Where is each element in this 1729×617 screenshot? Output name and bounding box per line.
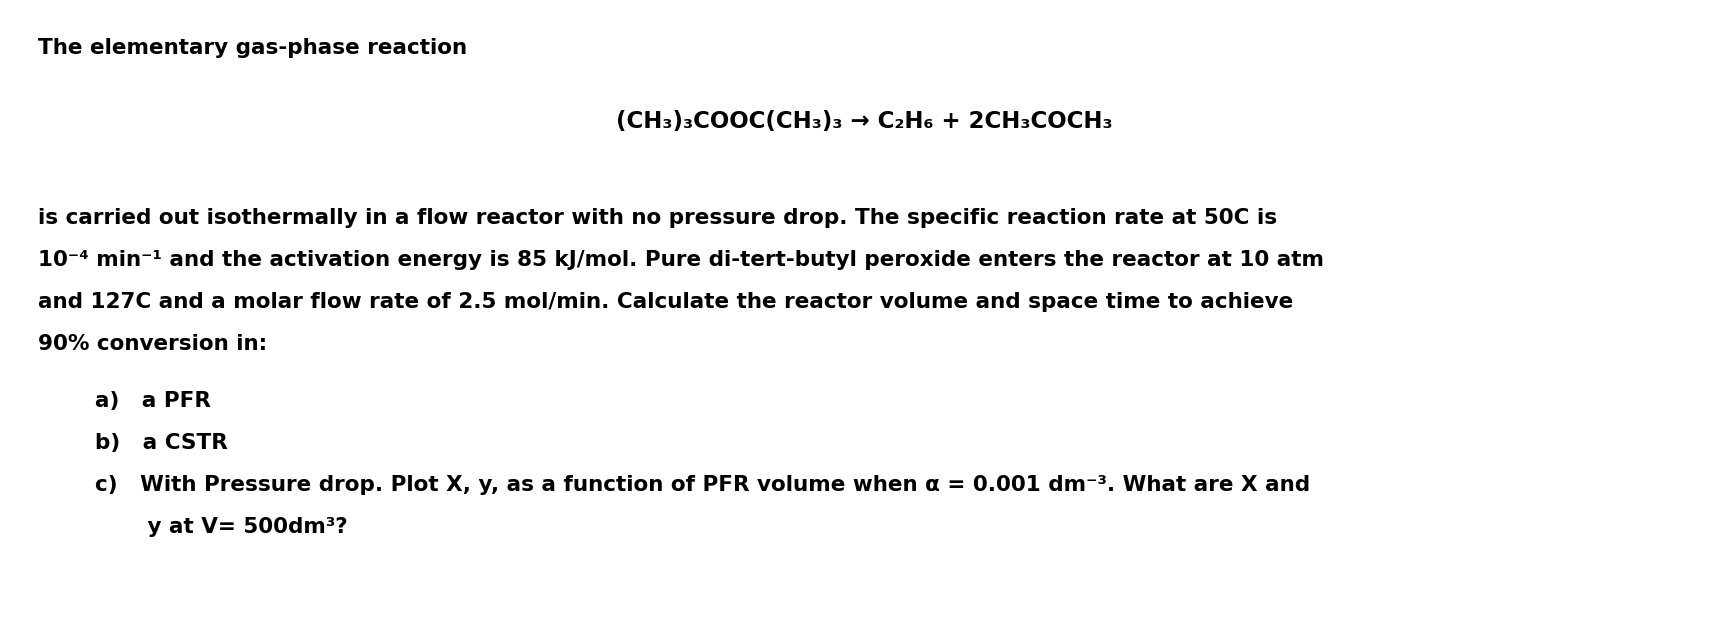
Text: y at V= 500dm³?: y at V= 500dm³? [95,516,348,537]
Text: a)   a PFR: a) a PFR [95,391,211,411]
Text: c)   With Pressure drop. Plot X, y, as a function of PFR volume when α = 0.001 d: c) With Pressure drop. Plot X, y, as a f… [95,474,1311,495]
Text: 90% conversion in:: 90% conversion in: [38,334,266,354]
Text: (CH₃)₃COOC(CH₃)₃ → C₂H₆ + 2CH₃COCH₃: (CH₃)₃COOC(CH₃)₃ → C₂H₆ + 2CH₃COCH₃ [616,110,1113,133]
Text: is carried out isothermally in a flow reactor with no pressure drop. The specifi: is carried out isothermally in a flow re… [38,208,1278,228]
Text: The elementary gas-phase reaction: The elementary gas-phase reaction [38,38,467,58]
Text: and 127C and a molar flow rate of 2.5 mol/min. Calculate the reactor volume and : and 127C and a molar flow rate of 2.5 mo… [38,292,1293,312]
Text: b)   a CSTR: b) a CSTR [95,433,228,453]
Text: 10⁻⁴ min⁻¹ and the activation energy is 85 kJ/mol. Pure di-tert-butyl peroxide e: 10⁻⁴ min⁻¹ and the activation energy is … [38,250,1324,270]
